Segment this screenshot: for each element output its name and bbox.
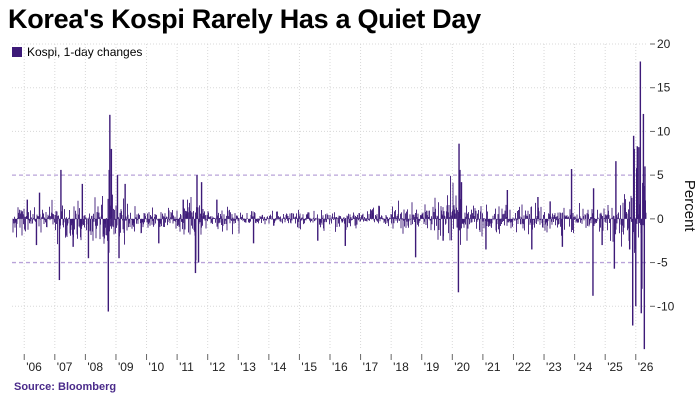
x-tick-label: '20 (454, 360, 470, 374)
y-tick-label: 5 (657, 168, 664, 182)
x-tick-label: '12 (210, 360, 226, 374)
x-tick-label: '21 (485, 360, 501, 374)
legend-swatch (12, 47, 22, 57)
x-tick-label: '06 (26, 360, 42, 374)
x-tick-label: '17 (363, 360, 379, 374)
y-tick-label: -5 (657, 256, 668, 270)
legend: Kospi, 1-day changes (12, 45, 142, 59)
x-tick-label: '23 (546, 360, 562, 374)
x-tick-label: '13 (240, 360, 256, 374)
x-tick-label: '10 (149, 360, 165, 374)
y-tick-label: 20 (657, 37, 671, 51)
y-tick-label: 0 (657, 212, 664, 226)
x-tick-label: '08 (87, 360, 103, 374)
x-tick-label: '19 (424, 360, 440, 374)
x-axis-ticks: '06 '07 '08 '09 '10 '11 '12 '13 '14 '15 '16 '17 '18 '… (23, 354, 654, 374)
chart-title: Korea's Kospi Rarely Has a Quiet Day (8, 4, 481, 34)
x-tick-label: '11 (179, 360, 194, 374)
source-note: Source: Bloomberg (14, 381, 117, 393)
daily-change-bars (12, 175, 647, 261)
x-tick-label: '16 (332, 360, 348, 374)
y-tick-label: 10 (657, 124, 671, 138)
legend-label: Kospi, 1-day changes (27, 45, 143, 59)
grid-layer (12, 43, 648, 350)
y-axis-title: Percent (681, 180, 698, 233)
x-tick-label: '22 (515, 360, 531, 374)
series-bars (12, 61, 647, 350)
x-tick-label: '18 (393, 360, 409, 374)
x-tick-label: '09 (118, 360, 134, 374)
x-tick-label: '15 (301, 360, 317, 374)
x-tick-label: '14 (271, 360, 287, 374)
y-tick-label: 15 (657, 81, 671, 95)
y-tick-label: -10 (657, 299, 675, 313)
x-tick-label: '26 (638, 360, 654, 374)
x-tick-label: '07 (57, 360, 73, 374)
y-axis-ticks: -10 -5 0 5 10 15 20 (650, 37, 675, 313)
x-tick-label: '25 (607, 360, 623, 374)
x-tick-label: '24 (577, 360, 593, 374)
